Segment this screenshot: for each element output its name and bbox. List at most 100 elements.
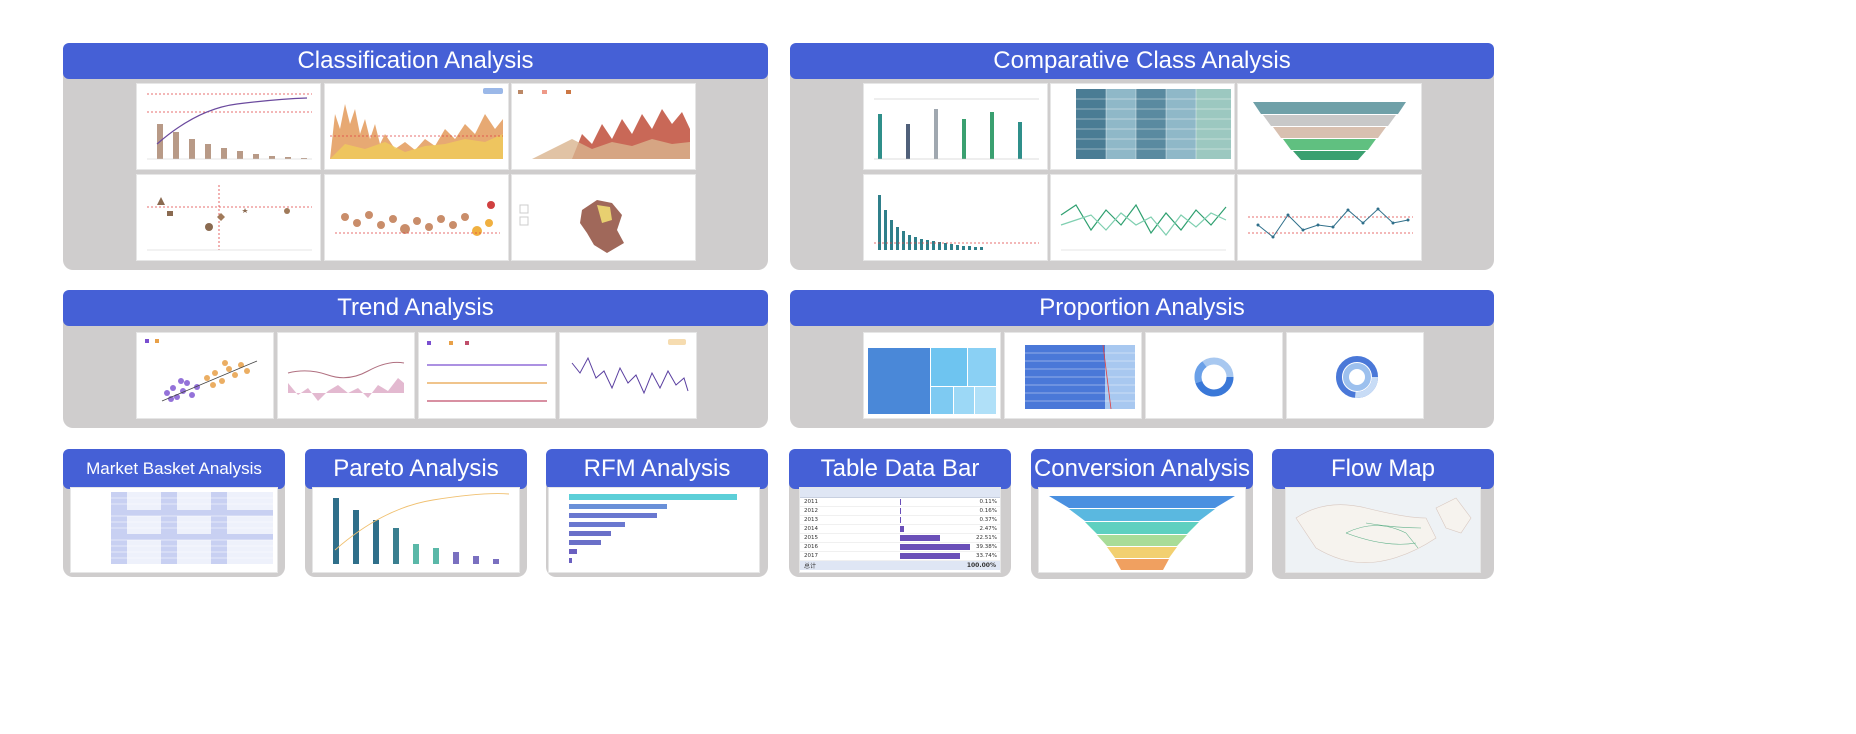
gauge-bars-thumbnail[interactable]	[864, 84, 1047, 169]
pareto-chart-thumbnail[interactable]	[313, 488, 519, 572]
table-row: 2011 0.11%	[800, 498, 1000, 507]
row-year: 2015	[804, 535, 818, 541]
row-bar-cell: 22.51%	[900, 535, 1000, 541]
row-bar-cell: 0.37%	[900, 517, 1000, 523]
scatter-icon-chart-thumbnail[interactable]	[137, 175, 320, 260]
row-data-bar	[900, 508, 901, 514]
stacked-percent-bar-thumbnail[interactable]	[1005, 333, 1141, 418]
table-data-bar-title[interactable]: Table Data Bar	[789, 449, 1011, 489]
dual-line-thumbnail[interactable]	[1051, 175, 1234, 260]
funnel-compare-chart	[1253, 102, 1406, 160]
funnel-compare-thumbnail[interactable]	[1238, 84, 1421, 169]
conversion-panel: Conversion Analysis	[1031, 449, 1253, 579]
table-total-row: 总计 100.00%	[800, 561, 1000, 570]
flow-map-panel: Flow Map	[1272, 449, 1494, 579]
table-body: 2011 0.11% 2012 0.16% 2013 0.37% 2014 2.47% 2015…	[800, 498, 1000, 561]
stacked-area-thumbnail[interactable]	[512, 84, 695, 169]
heatmap-chart	[1076, 89, 1231, 159]
region-map	[519, 200, 624, 253]
row-percent: 0.11%	[979, 499, 997, 505]
treemap-thumbnail[interactable]	[864, 333, 1000, 418]
row-percent: 0.37%	[979, 517, 997, 523]
row-year: 2013	[804, 517, 818, 523]
proportion-panel: Proportion Analysis	[790, 290, 1494, 428]
bar-threshold-chart	[874, 195, 1039, 250]
market-basket-title[interactable]: Market Basket Analysis	[63, 449, 285, 489]
table-row: 2014 2.47%	[800, 525, 1000, 534]
area-band-thumbnail[interactable]	[278, 333, 414, 418]
pareto-bar-line-thumbnail[interactable]	[137, 84, 320, 169]
row-percent: 2.47%	[979, 526, 997, 532]
conversion-funnel-thumbnail[interactable]	[1039, 488, 1245, 572]
scatter-icon-chart	[147, 185, 312, 251]
pareto-title[interactable]: Pareto Analysis	[305, 449, 527, 489]
rfm-bar-chart	[569, 494, 737, 563]
heatmap-thumbnail[interactable]	[1051, 84, 1234, 169]
row-bar-cell: 33.74%	[900, 553, 1000, 559]
row-percent: 33.74%	[976, 553, 997, 559]
table-row: 2015 22.51%	[800, 534, 1000, 543]
table-header	[800, 488, 1000, 498]
area-chart	[330, 88, 503, 159]
trend-title[interactable]: Trend Analysis	[63, 290, 768, 326]
flow-map	[1286, 488, 1480, 572]
conversion-funnel-chart	[1049, 496, 1235, 570]
market-basket-matrix-thumbnail[interactable]	[71, 488, 277, 572]
scatter-trend-chart	[145, 339, 258, 402]
conversion-title[interactable]: Conversion Analysis	[1031, 449, 1253, 489]
rfm-bar-thumbnail[interactable]	[549, 488, 759, 572]
scatter-trend-thumbnail[interactable]	[137, 333, 273, 418]
multi-line-thumbnail[interactable]	[419, 333, 555, 418]
comparative-title[interactable]: Comparative Class Analysis	[790, 43, 1494, 79]
row-year: 2017	[804, 553, 818, 559]
row-data-bar	[900, 535, 940, 541]
flow-map-thumbnail[interactable]	[1286, 488, 1480, 572]
flow-map-title[interactable]: Flow Map	[1272, 449, 1494, 489]
line-threshold-thumbnail[interactable]	[1238, 175, 1421, 260]
treemap-chart	[868, 348, 996, 414]
row-year: 2014	[804, 526, 818, 532]
table-row: 2017 33.74%	[800, 552, 1000, 561]
sunburst-chart	[1336, 356, 1378, 398]
region-map-thumbnail[interactable]	[512, 175, 695, 260]
table-row: 2013 0.37%	[800, 516, 1000, 525]
market-basket-panel: Market Basket Analysis	[63, 449, 285, 577]
table-row: 2012 0.16%	[800, 507, 1000, 516]
table-data-bar-thumbnail[interactable]: 2011 0.11% 2012 0.16% 2013 0.37% 2014 2.47% 2015…	[800, 488, 1000, 572]
market-basket-matrix	[111, 492, 273, 564]
proportion-title[interactable]: Proportion Analysis	[790, 290, 1494, 326]
row-year: 2012	[804, 508, 818, 514]
line-threshold-chart	[1248, 207, 1413, 239]
comparative-panel: Comparative Class Analysis	[790, 43, 1494, 270]
stacked-percent-bar-chart	[1025, 344, 1135, 410]
sunburst-thumbnail[interactable]	[1287, 333, 1423, 418]
pictorial-chart-thumbnail[interactable]	[325, 175, 508, 260]
total-label: 总计	[804, 563, 817, 570]
row-data-bar	[900, 544, 970, 550]
row-percent: 39.38%	[976, 544, 997, 550]
donut-thumbnail[interactable]	[1146, 333, 1282, 418]
pareto-chart	[333, 493, 510, 564]
total-value: 100.00%	[966, 562, 996, 569]
trend-panel: Trend Analysis	[63, 290, 768, 428]
row-bar-cell: 0.16%	[900, 508, 1000, 514]
classification-title[interactable]: Classification Analysis	[63, 43, 768, 79]
row-year: 2016	[804, 544, 818, 550]
line-points-chart	[571, 339, 689, 395]
row-data-bar	[900, 553, 960, 559]
line-points-thumbnail[interactable]	[560, 333, 696, 418]
table-row: 2016 39.38%	[800, 543, 1000, 552]
rfm-title[interactable]: RFM Analysis	[546, 449, 768, 489]
area-band-chart	[287, 361, 405, 401]
multi-line-chart	[427, 341, 547, 402]
area-chart-thumbnail[interactable]	[325, 84, 508, 169]
row-bar-cell: 2.47%	[900, 526, 1000, 532]
bar-threshold-thumbnail[interactable]	[864, 175, 1047, 260]
row-bar-cell: 39.38%	[900, 544, 1000, 550]
row-data-bar	[900, 499, 901, 505]
pareto-bar-line-chart	[147, 93, 312, 160]
classification-panel: Classification Analysis	[63, 43, 768, 270]
row-percent: 22.51%	[976, 535, 997, 541]
row-data-bar	[900, 526, 905, 532]
pictorial-chart	[335, 201, 500, 236]
